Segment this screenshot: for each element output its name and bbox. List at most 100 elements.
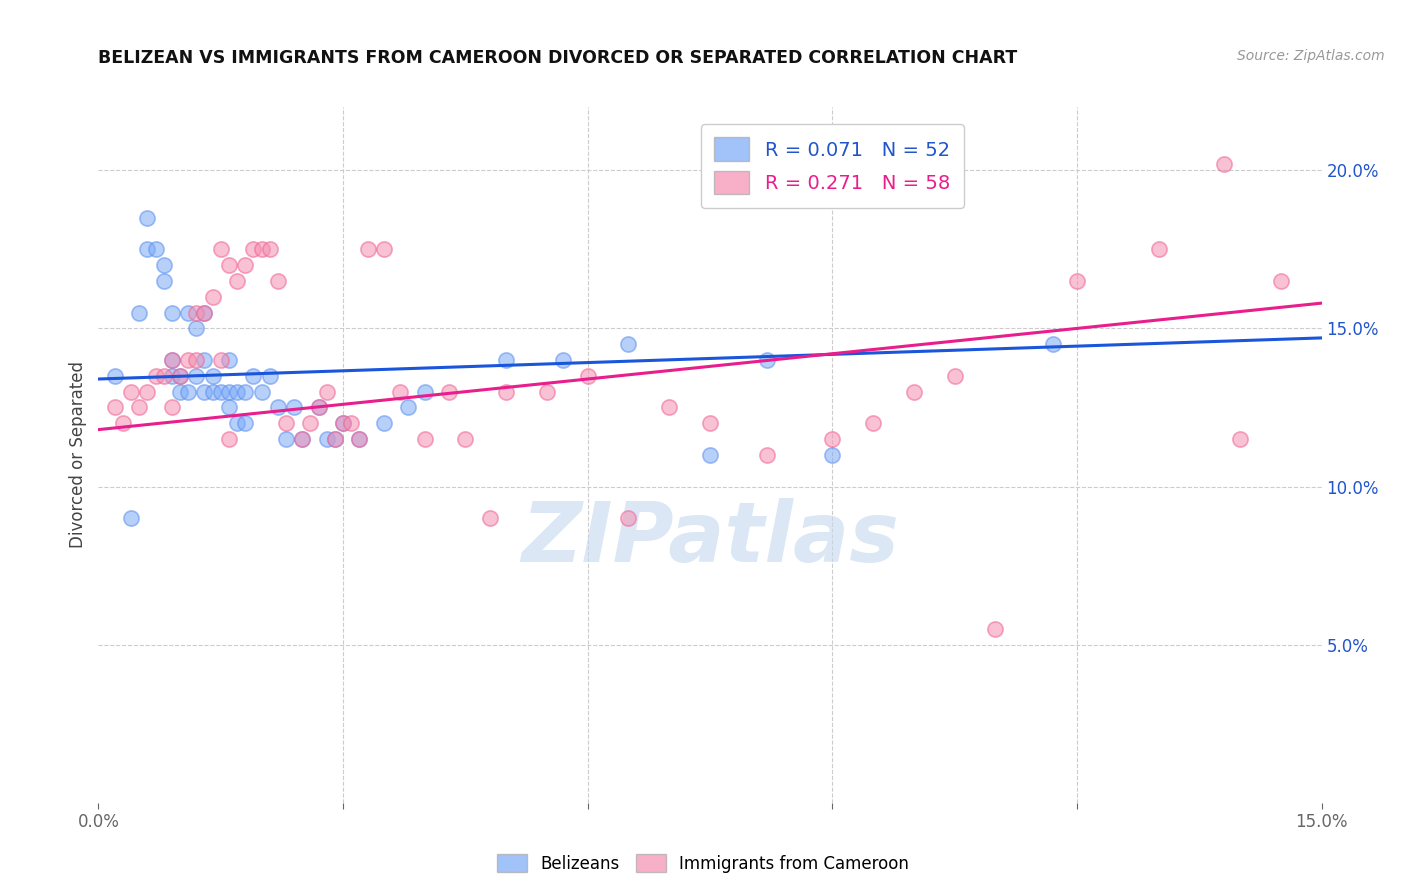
Point bbox=[136, 211, 159, 225]
Point bbox=[233, 384, 256, 399]
Point bbox=[349, 432, 371, 446]
Point bbox=[160, 368, 183, 383]
Point bbox=[111, 417, 134, 431]
Point bbox=[1042, 337, 1064, 351]
Point bbox=[332, 417, 354, 431]
Point bbox=[145, 243, 167, 257]
Point bbox=[160, 305, 183, 319]
Point bbox=[233, 417, 256, 431]
Point bbox=[193, 305, 215, 319]
Point bbox=[821, 432, 844, 446]
Point bbox=[160, 353, 183, 368]
Point bbox=[699, 448, 721, 462]
Point bbox=[356, 243, 378, 257]
Point bbox=[478, 511, 501, 525]
Legend: Belizeans, Immigrants from Cameroon: Belizeans, Immigrants from Cameroon bbox=[491, 847, 915, 880]
Point bbox=[617, 337, 640, 351]
Point bbox=[186, 305, 208, 319]
Point bbox=[332, 417, 354, 431]
Point bbox=[136, 384, 159, 399]
Point bbox=[169, 368, 191, 383]
Point bbox=[274, 432, 297, 446]
Point bbox=[250, 243, 273, 257]
Point bbox=[323, 432, 346, 446]
Point bbox=[128, 305, 150, 319]
Point bbox=[120, 511, 142, 525]
Point bbox=[756, 448, 779, 462]
Point bbox=[201, 368, 224, 383]
Point bbox=[193, 305, 215, 319]
Point bbox=[218, 258, 240, 272]
Point bbox=[315, 384, 337, 399]
Point bbox=[250, 384, 273, 399]
Point bbox=[274, 417, 297, 431]
Point bbox=[299, 417, 322, 431]
Point bbox=[186, 321, 208, 335]
Point bbox=[536, 384, 558, 399]
Point bbox=[1212, 157, 1234, 171]
Point bbox=[495, 384, 517, 399]
Point bbox=[160, 401, 183, 415]
Point bbox=[160, 353, 183, 368]
Point bbox=[495, 353, 517, 368]
Point bbox=[308, 401, 330, 415]
Point bbox=[413, 384, 436, 399]
Point bbox=[152, 258, 174, 272]
Text: Source: ZipAtlas.com: Source: ZipAtlas.com bbox=[1237, 49, 1385, 63]
Point bbox=[201, 384, 224, 399]
Point bbox=[349, 432, 371, 446]
Point bbox=[617, 511, 640, 525]
Point bbox=[169, 368, 191, 383]
Point bbox=[259, 243, 281, 257]
Point bbox=[242, 243, 264, 257]
Text: BELIZEAN VS IMMIGRANTS FROM CAMEROON DIVORCED OR SEPARATED CORRELATION CHART: BELIZEAN VS IMMIGRANTS FROM CAMEROON DIV… bbox=[98, 49, 1018, 67]
Point bbox=[756, 353, 779, 368]
Point bbox=[193, 384, 215, 399]
Point bbox=[943, 368, 966, 383]
Point bbox=[291, 432, 314, 446]
Point bbox=[177, 353, 200, 368]
Point bbox=[209, 243, 232, 257]
Point bbox=[454, 432, 477, 446]
Point bbox=[186, 368, 208, 383]
Point bbox=[291, 432, 314, 446]
Point bbox=[553, 353, 575, 368]
Point bbox=[145, 368, 167, 383]
Point bbox=[1229, 432, 1251, 446]
Point bbox=[128, 401, 150, 415]
Point bbox=[226, 274, 249, 288]
Point bbox=[104, 401, 127, 415]
Point bbox=[226, 384, 249, 399]
Point bbox=[1270, 274, 1292, 288]
Point bbox=[152, 368, 174, 383]
Point bbox=[1066, 274, 1088, 288]
Point bbox=[218, 384, 240, 399]
Point bbox=[373, 417, 395, 431]
Point bbox=[413, 432, 436, 446]
Point bbox=[576, 368, 599, 383]
Point bbox=[315, 432, 337, 446]
Point bbox=[186, 353, 208, 368]
Point bbox=[209, 384, 232, 399]
Point bbox=[903, 384, 925, 399]
Point bbox=[437, 384, 460, 399]
Point bbox=[373, 243, 395, 257]
Point bbox=[340, 417, 363, 431]
Legend: R = 0.071   N = 52, R = 0.271   N = 58: R = 0.071 N = 52, R = 0.271 N = 58 bbox=[700, 124, 965, 208]
Point bbox=[984, 622, 1007, 636]
Point bbox=[136, 243, 159, 257]
Point bbox=[177, 384, 200, 399]
Point bbox=[308, 401, 330, 415]
Text: ZIPatlas: ZIPatlas bbox=[522, 498, 898, 579]
Point bbox=[104, 368, 127, 383]
Point bbox=[226, 417, 249, 431]
Point bbox=[242, 368, 264, 383]
Point bbox=[169, 384, 191, 399]
Point bbox=[201, 290, 224, 304]
Point bbox=[699, 417, 721, 431]
Point bbox=[821, 448, 844, 462]
Point bbox=[389, 384, 412, 399]
Point bbox=[218, 401, 240, 415]
Point bbox=[323, 432, 346, 446]
Point bbox=[218, 432, 240, 446]
